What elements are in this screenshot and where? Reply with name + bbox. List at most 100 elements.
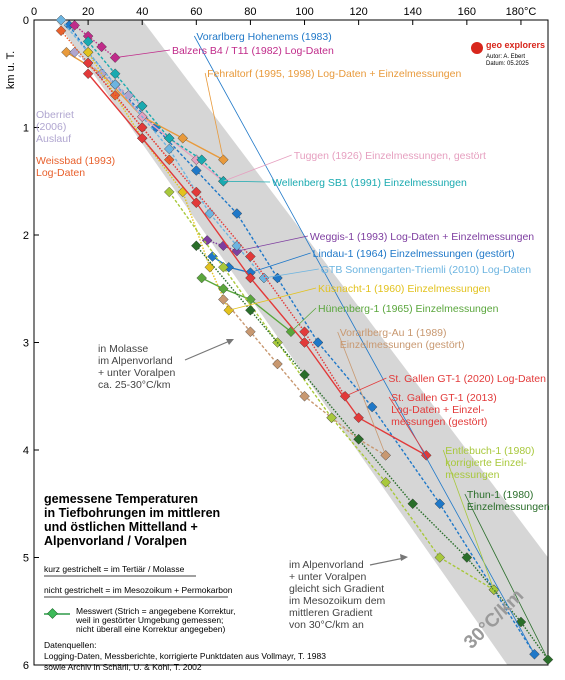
series-line [60, 19, 265, 279]
source-line-1: Datenquellen: [44, 640, 96, 650]
series-label: Hünenberg-1 (1965) Einzelmessungen [318, 303, 499, 315]
logo-icon [471, 42, 483, 54]
series-point [223, 262, 235, 273]
series-leader [388, 396, 427, 456]
series-label: messungen (gestört) [391, 416, 487, 428]
annotation-mesozoic-line-6: von 30°C/km an [289, 619, 364, 631]
series-point [191, 186, 202, 198]
series-point [201, 235, 213, 246]
series-label: Wellenberg SB1 (1991) Einzelmessungen [272, 177, 467, 189]
x-tick-label: 180°C [506, 6, 537, 18]
legend-dashed-short: kurz gestrichelt = im Tertiär / Molasse [44, 564, 185, 574]
series-point [407, 498, 418, 509]
y-tick-label: 4 [23, 445, 29, 457]
legend-measurement-3: nicht überall eine Korrektur angegeben) [76, 624, 225, 634]
series-point [245, 251, 256, 262]
title-block: gemessene Temperaturen in Tiefbohrungen … [44, 492, 220, 548]
series-line [195, 245, 549, 661]
series-point [434, 498, 446, 509]
series-point [191, 165, 202, 176]
annotation-molasse: in Molasse im Alpenvorland + unter Voral… [98, 339, 234, 391]
series-leader [290, 307, 317, 333]
series-point [82, 57, 94, 69]
series-point [207, 251, 218, 262]
annotation-mesozoic-line-5: mittleren Gradient [289, 607, 373, 619]
annotation-mesozoic-line-4: im Mesozoikum dem [289, 595, 386, 607]
y-tick-label: 6 [23, 660, 29, 672]
series-point [245, 272, 256, 284]
series-line [87, 62, 346, 397]
x-tick-label: 120 [349, 6, 367, 18]
series-label: Fehraltorf (1995, 1998) Log-Daten + Einz… [207, 68, 461, 80]
series-point [380, 477, 391, 488]
y-axis-label: km u. T. [5, 51, 17, 89]
series-point [326, 412, 337, 423]
series-point [204, 262, 216, 273]
annotation-mesozoic-arrowhead [400, 554, 408, 561]
x-tick-label: 80 [244, 6, 256, 18]
logo-date: Datum: 05.2025 [486, 61, 529, 67]
series-point [136, 100, 148, 112]
series-leader [250, 252, 311, 274]
series-point [312, 337, 324, 348]
x-tick-label: 160 [458, 6, 476, 18]
series-point [245, 326, 256, 337]
logo-author: Autor: A. Ebert [486, 54, 525, 60]
series-leader [263, 268, 319, 279]
series-point [366, 401, 378, 413]
logo: geo explorers Autor: A. Ebert Datum: 05.… [471, 40, 545, 67]
series-label: Balzers B4 / T11 (1982) Log-Daten [172, 45, 334, 57]
series-point [164, 186, 175, 198]
series-label: St. Gallen GT-1 (2020) Log-Daten [388, 373, 546, 385]
series-line [74, 24, 116, 59]
y-tick-label: 0 [23, 15, 29, 27]
series-label: Einzelmessungen (gestört) [340, 339, 465, 351]
y-tick-label: 2 [23, 230, 29, 242]
annotation-molasse-arrow [184, 339, 233, 361]
title-line-4: Alpenvorland / Voralpen [44, 534, 187, 548]
series-point [299, 337, 310, 348]
series-point [353, 412, 364, 423]
series-labels: Vorarlberg Hohenems (1983) Balzers B4 / T… [36, 31, 550, 660]
series-point [63, 20, 75, 31]
series-leader [442, 449, 495, 590]
series-point [82, 30, 94, 42]
annotation-molasse-line-4: ca. 25-30°C/km [98, 379, 171, 391]
y-tick-label: 1 [23, 123, 29, 135]
annotation-mesozoic-line-2: + unter Voralpen [289, 571, 367, 583]
series-label: Vorarlberg-Au 1 (1989) [340, 327, 447, 339]
series-point [218, 283, 229, 294]
legend-marker-diamond [47, 608, 58, 619]
series-point [299, 369, 310, 380]
title-line-1: gemessene Temperaturen [44, 492, 198, 506]
series-label: (2006) [36, 121, 66, 133]
x-tick-label: 40 [136, 6, 148, 18]
legend-notes: kurz gestrichelt = im Tertiär / Molasse … [44, 564, 326, 672]
series-point [231, 208, 243, 219]
annotation-molasse-arrowhead [226, 339, 234, 345]
annotation-mesozoic-line-1: im Alpenvorland [289, 559, 364, 571]
series-point [434, 552, 446, 563]
legend-measurement-1: Messwert (Strich = angegebene Korrektur, [76, 606, 235, 616]
series-point [164, 133, 175, 144]
annotation-molasse-line-1: in Molasse [98, 343, 148, 355]
series-point [218, 294, 229, 305]
series-leader [115, 49, 171, 59]
series-label: Lindau-1 (1964) Einzelmessungen (gestört… [313, 248, 515, 260]
x-tick-label: 140 [404, 6, 422, 18]
series-point [218, 262, 229, 273]
series-line [87, 41, 224, 182]
series-point [245, 305, 256, 316]
series-label: Einzelmessungen [467, 501, 550, 513]
legend-measurement-2: weil in gestörter Umgebung gemessen; [75, 615, 223, 625]
legend-dashed-long: nicht gestrichelt = im Mesozoikum + Perm… [44, 585, 233, 595]
y-tick-label: 5 [23, 553, 29, 565]
source-line-2: Logging-Daten, Messberichte, korrigierte… [44, 651, 326, 661]
series-label: Log-Daten + Einzel- [391, 404, 485, 416]
series-label: GTB Sonnengarten-Triemli (2010) Log-Date… [321, 264, 531, 276]
series-label: Küsnacht-1 (1960) Einzelmessungen [318, 283, 490, 295]
title-line-3: und östlichen Mittelland + [44, 520, 198, 534]
series-point [55, 25, 67, 36]
series-leader [223, 154, 292, 182]
series-label: Tuggen (1926) Einzelmessungen, gestört [294, 150, 486, 162]
